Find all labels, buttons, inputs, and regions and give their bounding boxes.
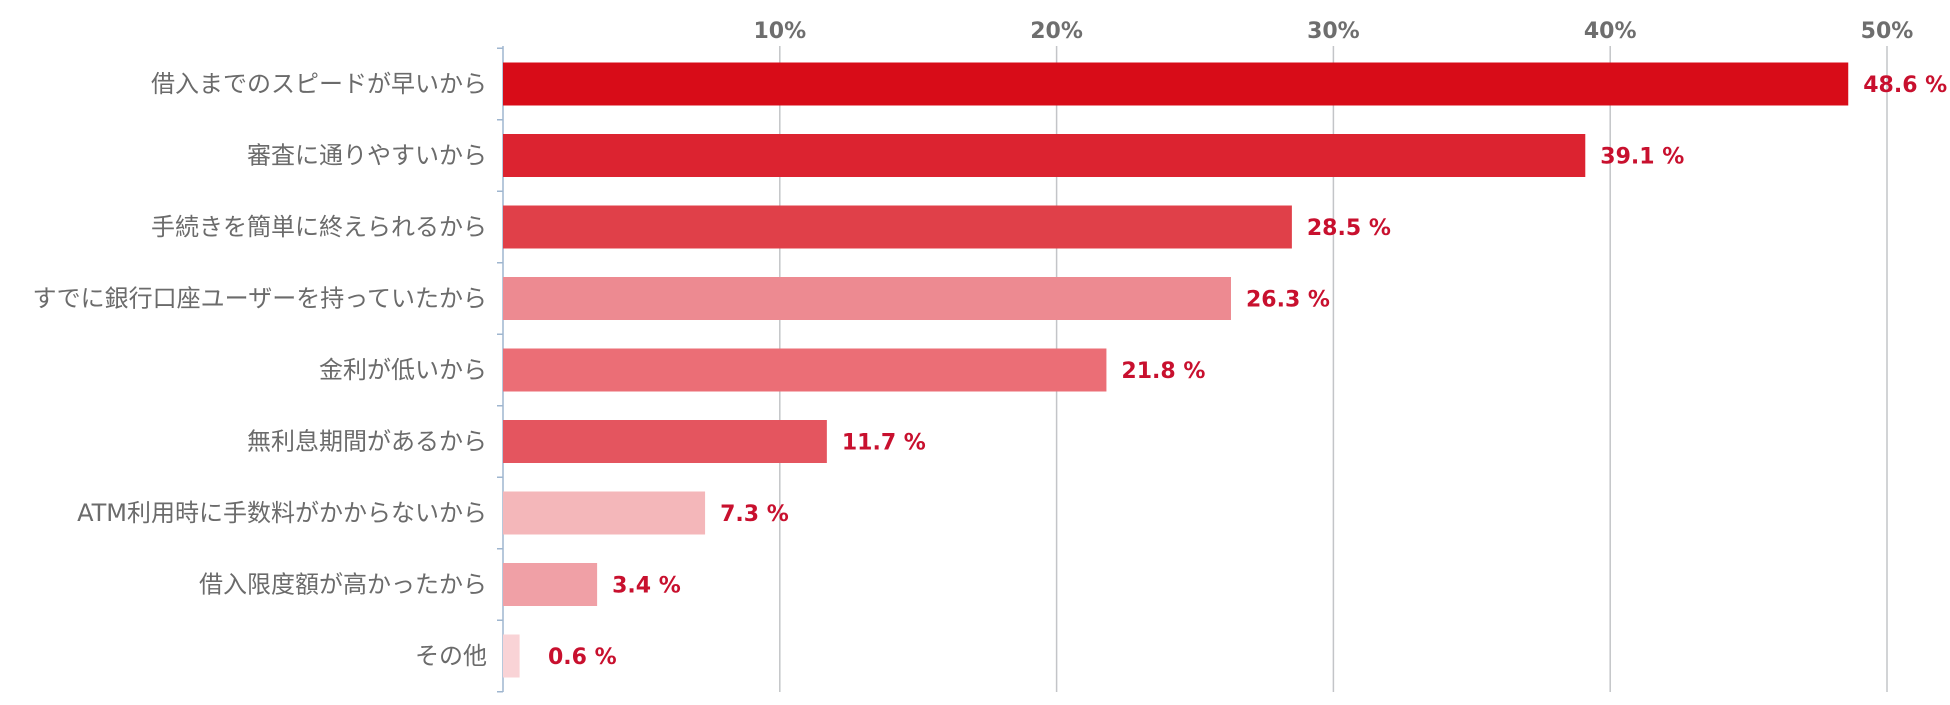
bar-5 — [503, 420, 827, 463]
x-tick-label-20: 20% — [1030, 19, 1083, 44]
value-label-7: 3.4 % — [612, 574, 681, 599]
value-label-8: 0.6 % — [548, 645, 617, 670]
value-label-5: 11.7 % — [842, 431, 926, 456]
category-label-2: 手続きを簡単に終えられるから — [151, 213, 487, 241]
bar-1 — [503, 134, 1586, 177]
category-label-0: 借入までのスピードが早いから — [151, 70, 487, 98]
value-label-0: 48.6 % — [1863, 73, 1947, 98]
bars — [503, 62, 1849, 678]
bar-0 — [503, 62, 1849, 106]
value-label-4: 21.8 % — [1121, 359, 1205, 384]
category-label-3: すでに銀行口座ユーザーを持っていたから — [32, 285, 487, 313]
x-tick-label-10: 10% — [753, 19, 806, 44]
bar-4 — [503, 348, 1107, 392]
x-tick-label-50: 50% — [1861, 19, 1914, 44]
value-label-3: 26.3 % — [1246, 288, 1330, 313]
bar-2 — [503, 205, 1292, 249]
labels: 10% 20% 30% 40% 50% 借入までのスピードが早いから 48.6 % 審査に通り… — [32, 19, 1947, 670]
value-label-1: 39.1 % — [1600, 145, 1684, 170]
value-label-6: 7.3 % — [720, 502, 789, 527]
x-tick-label-30: 30% — [1307, 19, 1360, 44]
bar-3 — [503, 277, 1231, 320]
y-axis — [497, 46, 504, 693]
x-tick-label-40: 40% — [1584, 19, 1637, 44]
category-label-8: その他 — [415, 642, 487, 670]
category-label-4: 金利が低いから — [319, 356, 487, 384]
category-label-6: ATM利用時に手数料がかからないから — [77, 499, 487, 527]
value-label-2: 28.5 % — [1307, 216, 1391, 241]
bar-6 — [503, 491, 706, 535]
category-label-7: 借入限度額が高かったから — [199, 571, 487, 599]
bar-7 — [503, 563, 598, 606]
category-label-5: 無利息期間があるから — [247, 428, 487, 456]
bar-8 — [503, 634, 520, 678]
category-label-1: 審査に通りやすいから — [247, 142, 487, 170]
